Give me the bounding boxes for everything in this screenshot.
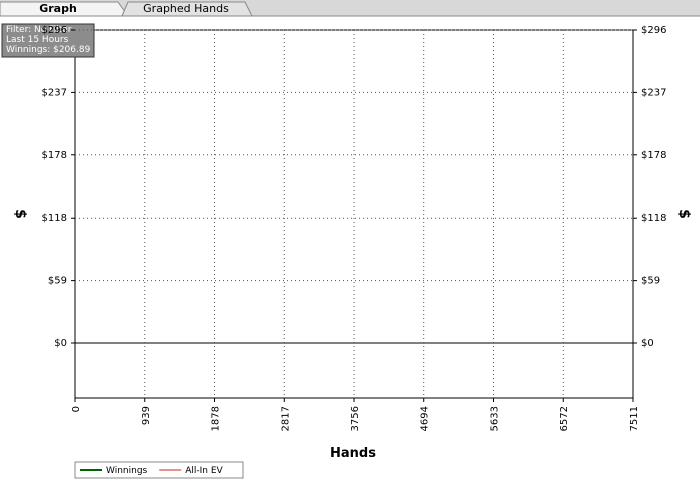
y-tick-label: $178: [641, 150, 666, 161]
y-axis-label: $: [12, 209, 28, 219]
y-tick-label: $178: [42, 150, 67, 161]
legend-label: All-In EV: [185, 466, 223, 476]
y-axis-label: $: [676, 209, 692, 219]
x-tick-label: 7511: [629, 406, 640, 431]
info-text: Last 15 Hours: [6, 35, 69, 45]
info-box: [1, 23, 95, 58]
y-tick-label: $59: [641, 276, 660, 287]
x-tick-label: 3756: [350, 406, 361, 431]
x-tick-label: 4694: [420, 406, 431, 431]
x-tick-label: 1878: [211, 406, 222, 431]
y-tick-label: $296: [42, 25, 67, 36]
legend: [74, 461, 244, 479]
y-tick-label: $0: [641, 338, 654, 349]
y-tick-label: $296: [641, 25, 666, 36]
x-tick-label: 5633: [489, 406, 500, 431]
x-tick-label: 6572: [559, 406, 570, 431]
x-tick-label: 2817: [280, 406, 291, 431]
x-axis-label: Hands: [330, 446, 376, 461]
info-text: Filter: No Filter: [6, 25, 72, 35]
legend-label: Winnings: [106, 466, 148, 476]
tab[interactable]: Graphed Hands: [143, 2, 229, 15]
y-tick-label: $59: [48, 276, 67, 287]
x-tick-label: 0: [71, 406, 82, 412]
x-tick-label: 939: [141, 406, 152, 425]
y-tick-label: $118: [42, 213, 67, 224]
info-text: Winnings: $206.89: [6, 45, 91, 55]
tab[interactable]: Graph: [39, 2, 77, 15]
y-tick-label: $237: [42, 87, 67, 98]
y-tick-label: $237: [641, 87, 666, 98]
y-tick-label: $0: [54, 338, 67, 349]
y-tick-label: $118: [641, 213, 666, 224]
